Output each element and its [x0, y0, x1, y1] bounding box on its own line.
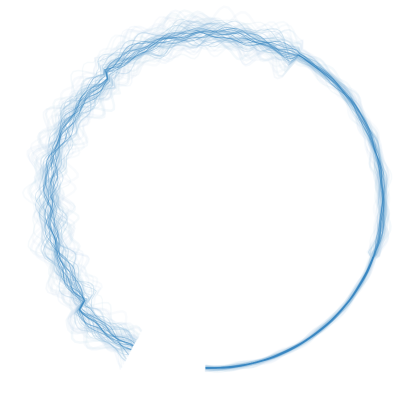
ring-strand — [32, 31, 389, 368]
ring-strand — [36, 25, 390, 370]
ring-strand — [38, 9, 390, 371]
ring-strand — [26, 23, 390, 370]
ring-strand — [27, 26, 390, 369]
ring-strand — [49, 26, 384, 370]
ring-strand — [49, 23, 384, 371]
ring-strand — [39, 9, 387, 374]
ring-strand — [30, 18, 390, 371]
ring-strand — [30, 10, 388, 373]
ring-strand — [33, 25, 391, 370]
ring-strand — [49, 27, 384, 370]
ring-strand — [38, 32, 387, 368]
dark-tail-strands — [205, 256, 375, 369]
ring-strand — [34, 33, 388, 368]
ring-strand — [205, 257, 374, 369]
ring-strand — [45, 17, 385, 372]
ring-strand — [37, 30, 388, 369]
ring-strand — [35, 20, 389, 369]
ring-strand — [44, 22, 384, 371]
ring-strand — [38, 32, 387, 368]
ring-strand — [43, 23, 383, 370]
ring-strand — [39, 11, 387, 370]
ring-strand — [31, 5, 387, 373]
ring-strand — [45, 19, 382, 371]
ring-strand — [44, 20, 385, 372]
ring-strand — [49, 29, 384, 369]
ring-strand — [35, 15, 387, 371]
ring-strand — [40, 22, 385, 370]
ring-strand — [34, 16, 385, 371]
ring-strand — [44, 19, 385, 372]
ring-strand — [47, 21, 384, 371]
ring-strand — [29, 15, 387, 370]
ring-strand — [46, 22, 383, 371]
ring-strand — [34, 14, 386, 372]
ring-strand — [33, 25, 390, 369]
ring-strand — [43, 30, 386, 369]
ring-strand — [32, 13, 386, 372]
ring-strand — [43, 30, 386, 369]
ring-strand — [44, 20, 384, 372]
ring-strand — [36, 14, 390, 370]
ring-strand — [42, 16, 385, 372]
ring-strand — [35, 12, 391, 370]
ring-strand — [42, 24, 387, 369]
ring-strand — [42, 28, 386, 369]
ring-strand — [35, 16, 388, 371]
ring-strand — [46, 20, 384, 370]
ring-strand — [44, 17, 384, 372]
ring-strand — [44, 21, 384, 370]
